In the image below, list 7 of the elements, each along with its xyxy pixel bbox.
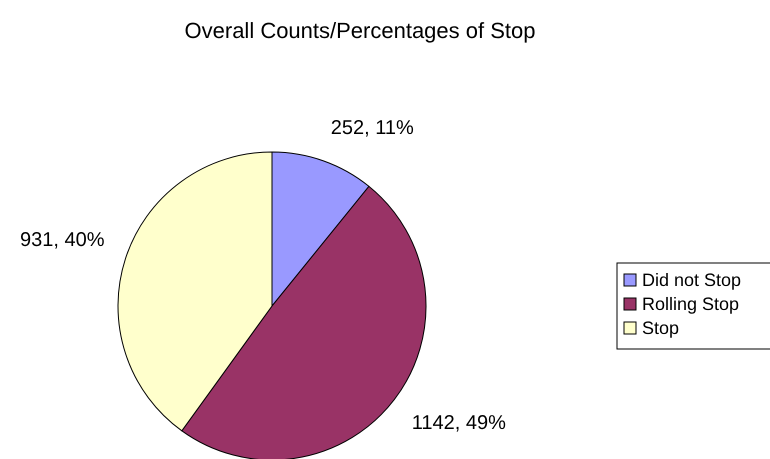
data-label: 252, 11% [330, 117, 414, 140]
data-label: 931, 40% [20, 228, 105, 251]
legend-label: Did not Stop [642, 270, 742, 290]
data-label: 1142, 49% [412, 412, 506, 434]
legend-label: Stop [642, 318, 680, 338]
chart-title: Overall Counts/Percentages of Stop [184, 18, 536, 43]
legend-label: Rolling Stop [642, 294, 740, 314]
